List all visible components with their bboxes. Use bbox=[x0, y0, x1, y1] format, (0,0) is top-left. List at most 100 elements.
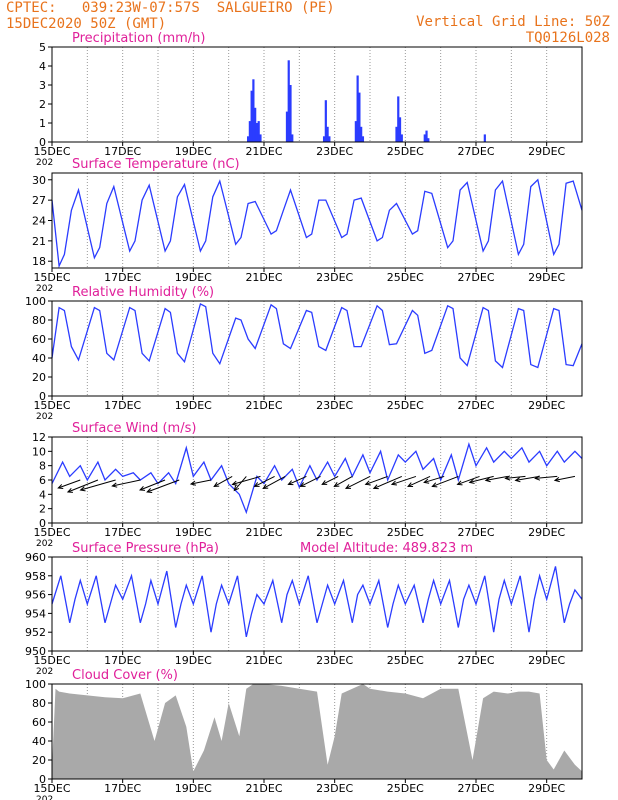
x-tick-label: 17DEC bbox=[104, 526, 141, 539]
precip-bar bbox=[291, 134, 294, 142]
x-tick-label: 27DEC bbox=[457, 271, 494, 284]
series-line bbox=[51, 566, 583, 638]
precip-bar bbox=[322, 136, 326, 142]
wind-vector-head bbox=[138, 485, 146, 491]
x-tick-label: 19DEC bbox=[175, 145, 212, 158]
x-tick-label: 15DEC bbox=[33, 271, 70, 284]
header-grid-note: Vertical Grid Line: 50Z bbox=[416, 14, 610, 30]
panel-5: 950 952 954 956 958 960 15DEC 17DEC 19DEC 21DEC 23… bbox=[25, 541, 583, 677]
wind-vector bbox=[80, 479, 116, 491]
x-year-label: 202 bbox=[36, 667, 53, 677]
wind-vector bbox=[288, 475, 307, 485]
x-tick-label: 25DEC bbox=[387, 145, 424, 158]
x-tick-label: 15DEC bbox=[33, 145, 70, 158]
wind-vector-head bbox=[79, 486, 86, 492]
wind-vector bbox=[407, 475, 431, 487]
y-tick-label: 8 bbox=[39, 460, 46, 473]
panel-3: 0 20 40 60 80 100 15DEC 17DEC 19DEC 21DEC 23DEC 25D… bbox=[25, 285, 583, 422]
x-tick-label: 29DEC bbox=[528, 145, 565, 158]
wind-vector bbox=[58, 479, 81, 489]
x-tick-label: 23DEC bbox=[316, 654, 353, 667]
panel-2: 18 21 24 27 30 15DEC 17DEC 19DEC 21DEC 23DEC 25DEC… bbox=[32, 157, 583, 294]
precip-bar bbox=[397, 96, 400, 142]
x-tick-label: 17DEC bbox=[104, 654, 141, 667]
precip-bar bbox=[326, 126, 329, 142]
wind-vector bbox=[232, 475, 261, 485]
x-tick-label: 15DEC bbox=[33, 654, 70, 667]
series-line bbox=[51, 302, 583, 369]
x-tick-label: 27DEC bbox=[457, 654, 494, 667]
x-tick-label: 29DEC bbox=[528, 399, 565, 412]
y-tick-label: 30 bbox=[32, 174, 46, 187]
wind-vector-head bbox=[504, 475, 511, 481]
wind-vector-head bbox=[146, 488, 153, 493]
y-tick-label: 60 bbox=[32, 333, 46, 346]
precip-bar bbox=[255, 123, 259, 142]
precip-bar bbox=[247, 136, 250, 142]
wind-vector-head bbox=[431, 482, 438, 488]
wind-vector bbox=[373, 475, 402, 489]
y-tick-label: 5 bbox=[39, 41, 46, 54]
wind-vector-head bbox=[231, 480, 238, 486]
x-tick-label: 23DEC bbox=[316, 399, 353, 412]
y-tick-label: 100 bbox=[25, 678, 46, 691]
precip-bar bbox=[398, 117, 402, 142]
wind-vector-head bbox=[213, 482, 220, 487]
precip-bar bbox=[358, 92, 361, 142]
x-tick-label: 25DEC bbox=[387, 526, 424, 539]
x-tick-label: 15DEC bbox=[33, 782, 70, 795]
wind-vector-head bbox=[364, 480, 371, 486]
wind-vector bbox=[190, 479, 212, 485]
wind-vector bbox=[67, 479, 99, 493]
precip-bar bbox=[483, 134, 486, 142]
wind-vector-head bbox=[189, 480, 196, 486]
x-tick-label: 19DEC bbox=[175, 271, 212, 284]
wind-vector-head bbox=[407, 482, 414, 488]
wind-vector-head bbox=[321, 480, 328, 485]
y-tick-label: 21 bbox=[32, 235, 46, 248]
precip-bar bbox=[289, 85, 292, 142]
wind-vector bbox=[365, 475, 388, 485]
x-tick-label: 15DEC bbox=[33, 526, 70, 539]
wind-vector-head bbox=[553, 477, 560, 483]
y-tick-label: 80 bbox=[32, 314, 46, 327]
x-tick-label: 25DEC bbox=[387, 782, 424, 795]
wind-vector bbox=[262, 475, 286, 489]
panel-title: Relative Humidity (%) bbox=[72, 285, 214, 300]
x-tick-label: 17DEC bbox=[104, 145, 141, 158]
wind-vector bbox=[254, 475, 275, 487]
precip-bar bbox=[361, 136, 365, 142]
x-tick-label: 17DEC bbox=[104, 399, 141, 412]
panel-frame bbox=[51, 46, 583, 143]
wind-vector-head bbox=[390, 480, 397, 486]
y-tick-label: 950 bbox=[25, 645, 46, 658]
y-tick-label: 18 bbox=[32, 255, 46, 268]
panel-frame bbox=[51, 172, 583, 269]
x-tick-label: 21DEC bbox=[245, 271, 282, 284]
precip-bar bbox=[328, 136, 331, 142]
panel-6: 0 20 40 60 80 100 15DEC 17DEC 19DEC 21DEC 23DEC 25D… bbox=[25, 668, 583, 800]
x-tick-label: 25DEC bbox=[387, 399, 424, 412]
wind-vector-head bbox=[484, 477, 491, 483]
wind-vector-head bbox=[287, 480, 294, 486]
x-year-label: 202 bbox=[36, 158, 53, 168]
panel-frame bbox=[51, 556, 583, 652]
header-line-2: 15DEC2020 50Z (GMT) bbox=[6, 16, 167, 32]
wind-vector bbox=[139, 479, 166, 491]
header-right: Vertical Grid Line: 50Z TQ0126L028 bbox=[416, 14, 610, 46]
wind-vector bbox=[147, 479, 180, 493]
y-tick-label: 0 bbox=[39, 517, 46, 530]
header-line-1: CPTEC: 039:23W-07:57S SALGUEIRO (PE) bbox=[6, 0, 335, 16]
wind-vector bbox=[345, 475, 371, 489]
panel-frame bbox=[51, 300, 583, 397]
y-tick-label: 958 bbox=[25, 570, 46, 583]
wind-vector-head bbox=[253, 482, 260, 487]
panel-annotation: Model Altitude: 489.823 m bbox=[300, 541, 473, 556]
y-tick-label: 0 bbox=[39, 390, 46, 403]
precip-bar bbox=[324, 100, 327, 142]
x-tick-label: 29DEC bbox=[528, 271, 565, 284]
wind-vector bbox=[554, 475, 576, 481]
wind-vector bbox=[515, 475, 540, 481]
